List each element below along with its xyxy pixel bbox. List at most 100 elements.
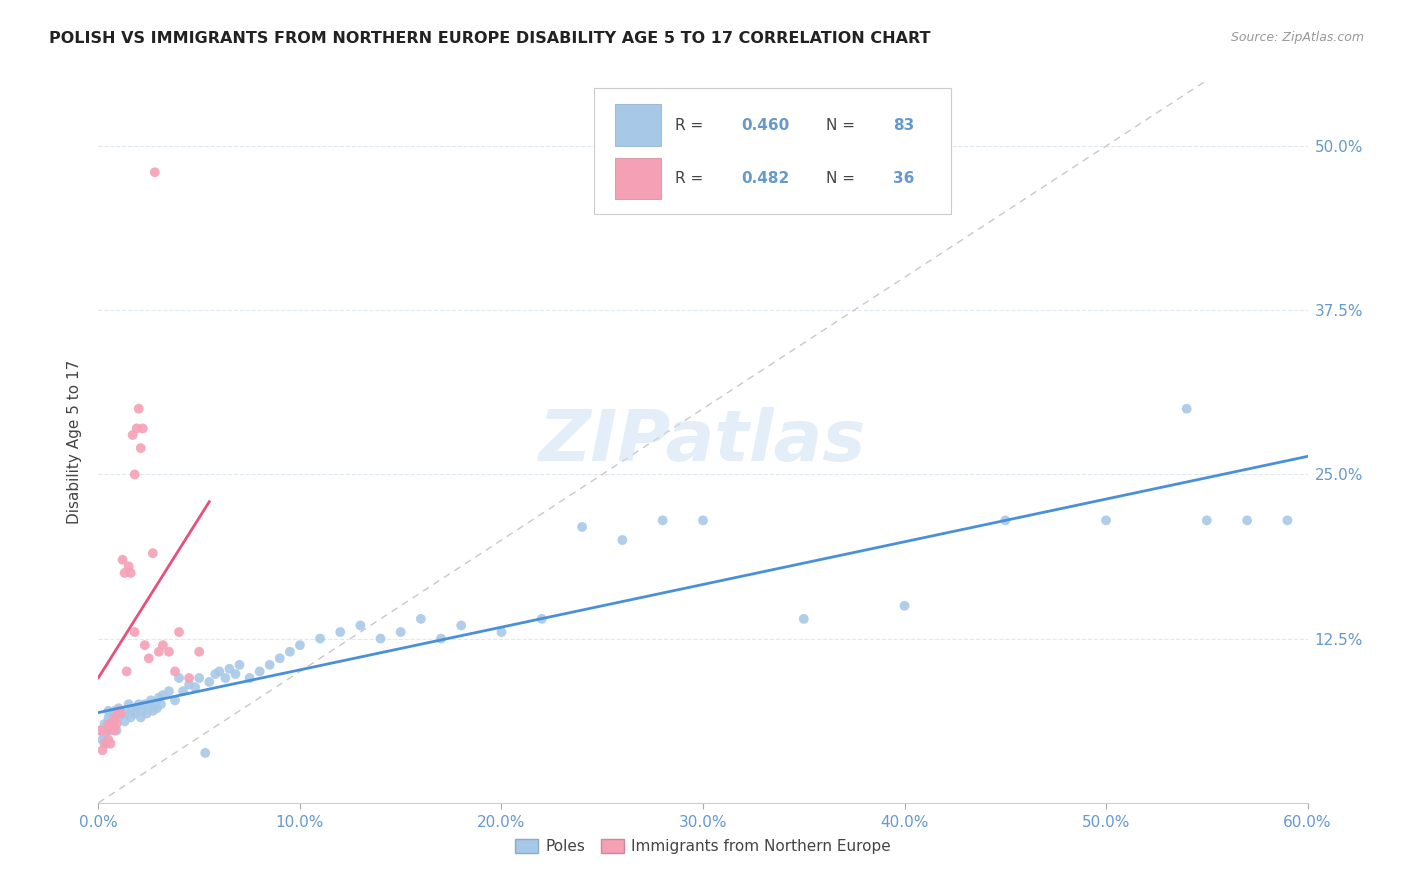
Text: R =: R = [675, 171, 709, 186]
Point [103, 723, 125, 738]
Point [228, 657, 250, 672]
Point [101, 720, 124, 734]
Point [329, 625, 352, 640]
Point [100, 717, 122, 731]
Point [93, 727, 115, 741]
Point [149, 698, 172, 712]
Point [157, 684, 180, 698]
Point [129, 710, 152, 724]
Point [138, 651, 160, 665]
Point [138, 701, 160, 715]
Point [103, 704, 125, 718]
Point [163, 693, 186, 707]
Point [129, 441, 152, 455]
Point [239, 671, 262, 685]
Point [142, 704, 165, 718]
Text: POLISH VS IMMIGRANTS FROM NORTHERN EUROPE DISABILITY AGE 5 TO 17 CORRELATION CHA: POLISH VS IMMIGRANTS FROM NORTHERN EUROP… [49, 31, 931, 46]
Point [309, 632, 332, 646]
Text: 0.482: 0.482 [742, 171, 790, 186]
Point [128, 698, 150, 712]
Point [278, 645, 301, 659]
Point [793, 612, 815, 626]
Point [146, 701, 169, 715]
Point [132, 421, 155, 435]
Point [179, 677, 201, 691]
Point [125, 421, 148, 435]
Point [188, 671, 211, 685]
Point [107, 710, 129, 724]
Point [1195, 513, 1218, 527]
Point [179, 671, 201, 685]
Text: 83: 83 [893, 118, 914, 133]
Point [184, 680, 207, 694]
Point [114, 714, 136, 729]
Point [167, 625, 190, 640]
Point [450, 618, 472, 632]
Point [93, 737, 115, 751]
Point [107, 701, 129, 715]
Point [128, 401, 150, 416]
Point [157, 645, 180, 659]
Point [349, 618, 371, 632]
Point [115, 706, 138, 721]
Point [389, 625, 412, 640]
Point [100, 723, 122, 738]
Point [224, 667, 246, 681]
Point [370, 632, 392, 646]
Point [218, 662, 240, 676]
Point [152, 638, 174, 652]
Point [491, 625, 513, 640]
Point [204, 667, 226, 681]
Point [105, 706, 128, 721]
Point [101, 720, 124, 734]
Point [430, 632, 453, 646]
Point [100, 737, 122, 751]
Legend: Poles, Immigrants from Northern Europe: Poles, Immigrants from Northern Europe [509, 833, 897, 860]
Point [994, 513, 1017, 527]
Point [269, 651, 291, 665]
Point [134, 698, 156, 712]
Text: R =: R = [675, 118, 709, 133]
Point [120, 566, 142, 580]
Point [143, 165, 166, 179]
Point [107, 704, 129, 718]
Text: Source: ZipAtlas.com: Source: ZipAtlas.com [1230, 31, 1364, 45]
Text: N =: N = [827, 171, 860, 186]
Point [134, 638, 156, 652]
Text: 36: 36 [893, 171, 914, 186]
Point [118, 559, 141, 574]
Point [143, 698, 166, 712]
Point [409, 612, 432, 626]
Point [111, 706, 134, 721]
Text: 0.460: 0.460 [742, 118, 790, 133]
Point [89, 723, 111, 738]
Point [111, 553, 134, 567]
Point [152, 688, 174, 702]
Point [214, 671, 236, 685]
Point [97, 732, 120, 747]
Point [172, 684, 194, 698]
Point [125, 701, 148, 715]
Point [93, 717, 115, 731]
Point [571, 520, 593, 534]
Point [110, 704, 132, 718]
Point [121, 428, 143, 442]
Point [208, 665, 231, 679]
Y-axis label: Disability Age 5 to 17: Disability Age 5 to 17 [67, 359, 83, 524]
Point [612, 533, 634, 547]
Point [124, 467, 146, 482]
Bar [614, 104, 661, 146]
Point [124, 625, 146, 640]
Point [114, 566, 136, 580]
Point [96, 720, 118, 734]
Point [198, 675, 221, 690]
Point [121, 704, 143, 718]
Point [1236, 513, 1258, 527]
Point [530, 612, 553, 626]
Point [103, 714, 125, 729]
Point [124, 706, 146, 721]
Point [139, 693, 162, 707]
Point [132, 704, 155, 718]
Point [91, 732, 114, 747]
Point [97, 704, 120, 718]
